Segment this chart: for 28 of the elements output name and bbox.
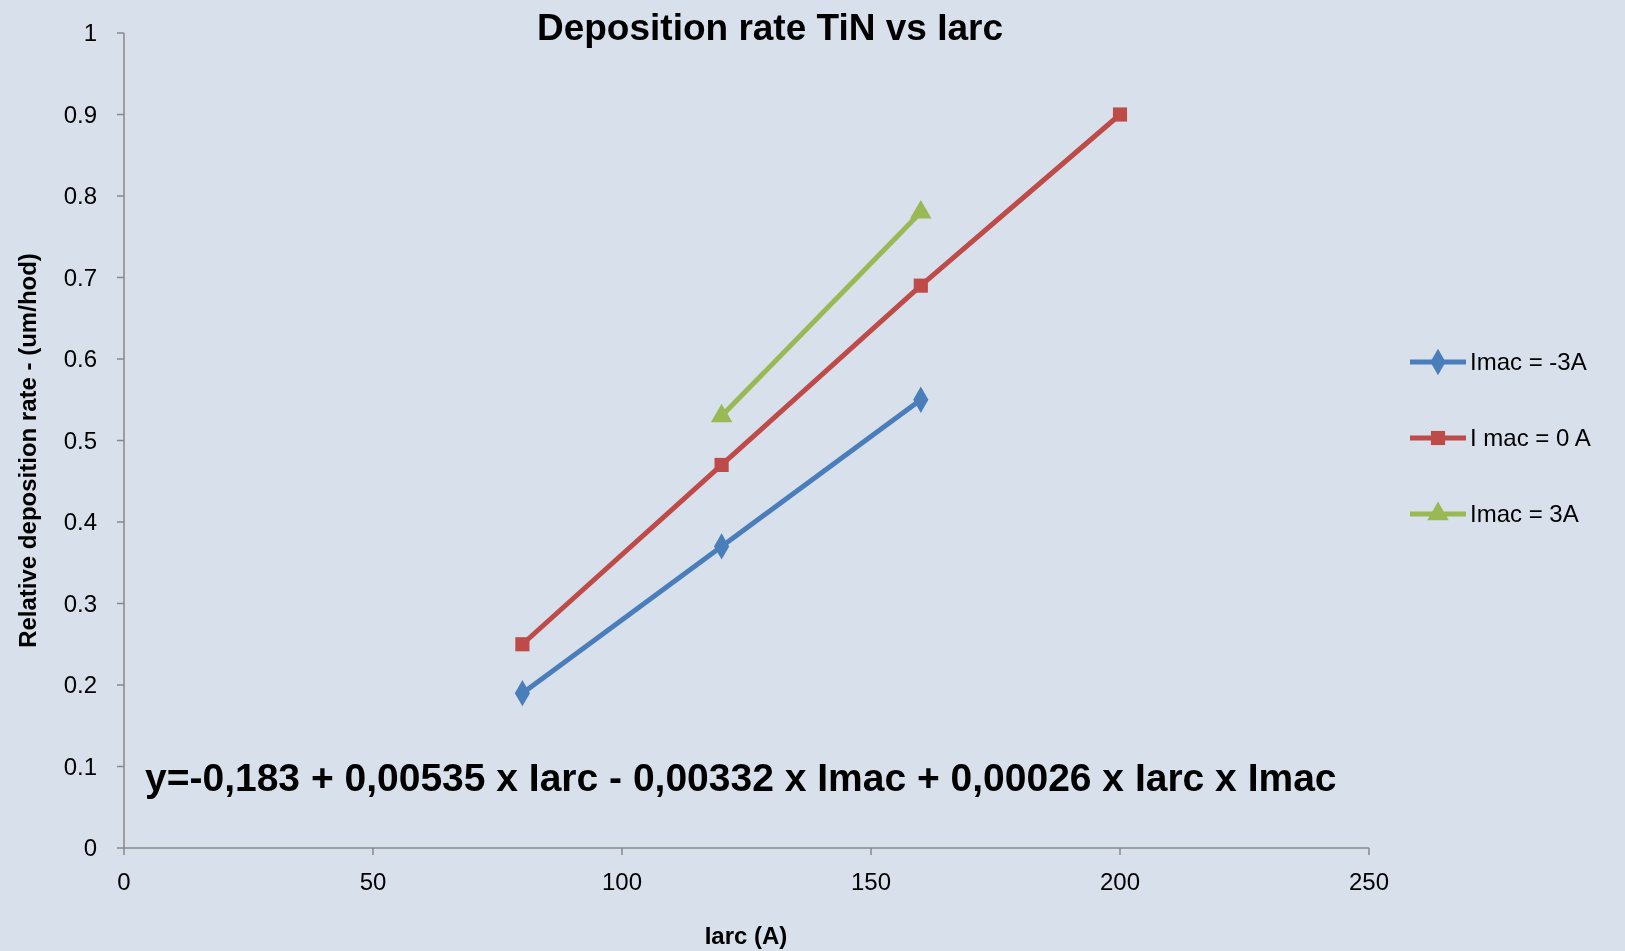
legend-label: Imac = -3A (1470, 348, 1587, 376)
x-tick-label: 50 (359, 868, 387, 895)
annotation: y=-0,183 + 0,00535 x Iarc - 0,00332 x Imac + 0,00026 x Iarc x Imac (145, 756, 1337, 799)
y-tick-label: 1 (83, 19, 97, 47)
y-tick-label: 0.7 (63, 263, 97, 291)
y-tick-label: 0.6 (63, 345, 97, 373)
point (714, 457, 729, 473)
point (515, 637, 530, 652)
legend-label: I mac = 0 A (1470, 424, 1591, 452)
y-tick-label: 0.2 (63, 671, 97, 699)
y-tick-label: 0.4 (63, 508, 97, 536)
x-tick-label: 200 (1099, 868, 1141, 895)
y-tick-label: 0.3 (63, 589, 97, 617)
point (1112, 107, 1128, 122)
y-tick-label: 0.5 (63, 426, 97, 454)
y-tick-label: 0.1 (63, 752, 97, 780)
y-tick-label: 0.8 (63, 182, 97, 210)
x-tick-label: 150 (850, 868, 892, 895)
chart-title: Deposition rate TiN vs Iarc (536, 7, 1004, 48)
point (913, 278, 928, 293)
y-tick-label: 0.9 (63, 100, 97, 128)
x-tick-label: 250 (1348, 868, 1390, 895)
x-tick-label: 0 (117, 868, 131, 895)
x-tick-label: 100 (601, 868, 643, 895)
x-axis-title: Iarc (A) (704, 922, 788, 949)
y-axis-title: Relative deposition rate - (um/hod) (14, 253, 41, 648)
legend-label: Imac = 3A (1470, 500, 1579, 528)
y-tick-label: 0 (83, 834, 97, 862)
